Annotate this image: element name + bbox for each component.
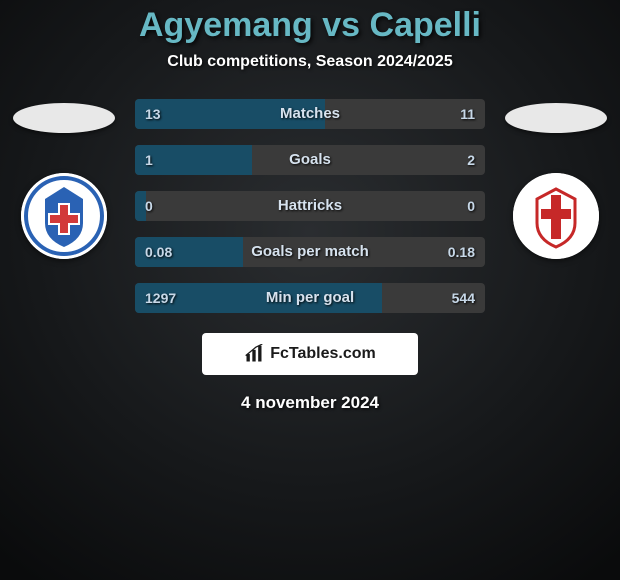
stat-right-value: 544 (442, 283, 485, 313)
comparison-subtitle: Club competitions, Season 2024/2025 (0, 53, 620, 71)
stat-left-value: 1297 (135, 283, 186, 313)
novara-crest-icon (21, 173, 107, 259)
stat-row: 1311Matches (135, 99, 485, 129)
stat-right-value: 11 (450, 99, 485, 129)
stat-left-value: 0 (135, 191, 163, 221)
stat-right-value: 0.18 (438, 237, 485, 267)
comparison-title: Agyemang vs Capelli (0, 6, 620, 45)
left-team-column (9, 99, 119, 259)
stat-left-value: 13 (135, 99, 171, 129)
stat-label: Hattricks (135, 191, 485, 221)
stats-bars: 1311Matches12Goals00Hattricks0.080.18Goa… (135, 99, 485, 313)
right-ellipse (505, 103, 607, 133)
stat-left-value: 1 (135, 145, 163, 175)
right-team-column (501, 99, 611, 259)
padova-crest-icon (513, 173, 599, 259)
stat-row: 0.080.18Goals per match (135, 237, 485, 267)
comparison-body: 1311Matches12Goals00Hattricks0.080.18Goa… (0, 99, 620, 313)
stat-left-value: 0.08 (135, 237, 182, 267)
bar-chart-icon (244, 344, 264, 364)
stat-row: 12Goals (135, 145, 485, 175)
brand-badge: FcTables.com (202, 333, 418, 375)
stat-row: 1297544Min per goal (135, 283, 485, 313)
stat-right-value: 2 (457, 145, 485, 175)
left-team-crest (21, 173, 107, 259)
brand-text: FcTables.com (270, 345, 376, 363)
date-text: 4 november 2024 (0, 393, 620, 413)
left-ellipse (13, 103, 115, 133)
stat-right-value: 0 (457, 191, 485, 221)
stat-row: 0 0Hattricks (135, 191, 485, 221)
right-team-crest (513, 173, 599, 259)
